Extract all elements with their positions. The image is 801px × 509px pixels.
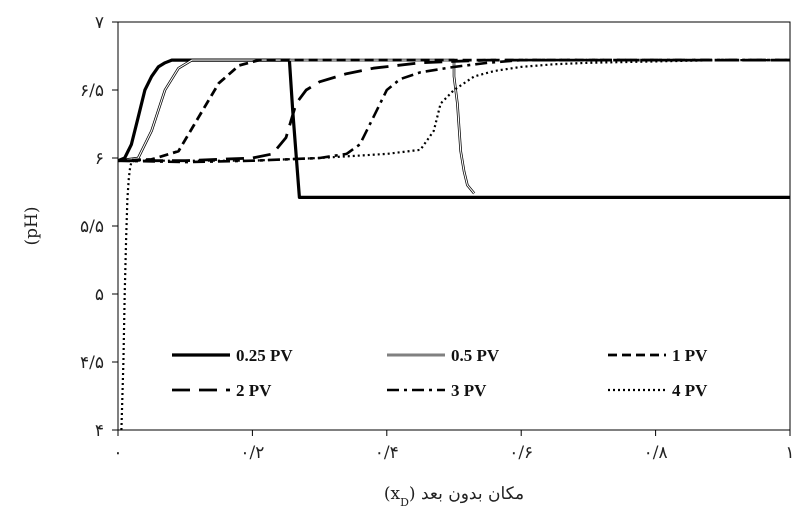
y-axis-title: (pH) bbox=[22, 207, 42, 246]
x-axis-title: مکان بدون بعد (xD) bbox=[384, 484, 524, 509]
legend: 0.25 PV 0.5 PV 1 PV 2 PV 3 PV 4 PV bbox=[172, 346, 708, 400]
legend-label: 2 PV bbox=[236, 381, 272, 400]
y-tick-label: ۵ bbox=[95, 285, 104, 305]
y-tick-label: ۶ bbox=[95, 149, 104, 169]
axis-ticks: ۰ ۰/۲ ۰/۴ ۰/۶ ۰/۸ ۱ ۴ ۴/۵ ۵ ۵/۵ ۶ ۶/۵ ۷ bbox=[80, 13, 795, 463]
series-line bbox=[118, 58, 790, 163]
x-tick-label: ۰/۸ bbox=[644, 443, 668, 463]
y-tick-label: ۷ bbox=[95, 13, 104, 33]
legend-label: 1 PV bbox=[672, 346, 708, 365]
series-line-inner bbox=[117, 59, 475, 194]
x-tick-label: ۰/۴ bbox=[375, 443, 399, 463]
legend-label: 4 PV bbox=[672, 381, 708, 400]
legend-label: 3 PV bbox=[451, 381, 487, 400]
y-tick-label: ۴/۵ bbox=[80, 353, 104, 373]
x-tick-label: ۰/۶ bbox=[509, 443, 533, 463]
legend-label: 0.5 PV bbox=[451, 346, 500, 365]
y-tick-label: ۵/۵ bbox=[80, 217, 104, 237]
series-lines bbox=[117, 58, 790, 431]
series-line bbox=[117, 58, 790, 163]
x-tick-label: ۰ bbox=[113, 443, 122, 463]
y-tick-label: ۶/۵ bbox=[80, 81, 104, 101]
legend-label: 0.25 PV bbox=[236, 346, 293, 365]
x-tick-label: ۰/۲ bbox=[240, 443, 264, 463]
x-tick-label: ۱ bbox=[785, 443, 794, 463]
y-tick-label: ۴ bbox=[95, 421, 104, 441]
series-line bbox=[120, 58, 790, 431]
